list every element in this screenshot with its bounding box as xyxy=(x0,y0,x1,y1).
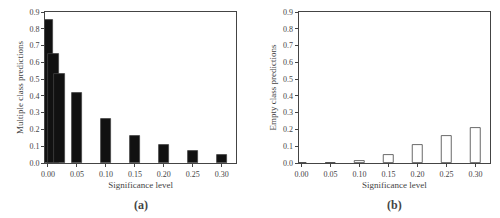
svg-text:0.05: 0.05 xyxy=(70,170,84,179)
svg-text:0.8: 0.8 xyxy=(29,25,39,34)
svg-text:0.6: 0.6 xyxy=(29,58,39,67)
svg-text:0.25: 0.25 xyxy=(186,170,200,179)
svg-text:0.4: 0.4 xyxy=(283,92,293,101)
svg-text:0.1: 0.1 xyxy=(283,142,293,151)
svg-text:0.8: 0.8 xyxy=(283,25,293,34)
svg-text:0.5: 0.5 xyxy=(283,75,293,84)
svg-text:0.10: 0.10 xyxy=(353,170,367,179)
svg-text:0.5: 0.5 xyxy=(29,75,39,84)
svg-text:0.6: 0.6 xyxy=(283,58,293,67)
svg-text:0.30: 0.30 xyxy=(215,170,229,179)
svg-text:0.25: 0.25 xyxy=(440,170,454,179)
svg-text:(b): (b) xyxy=(387,198,402,212)
svg-text:0.00: 0.00 xyxy=(295,170,309,179)
svg-text:0.9: 0.9 xyxy=(283,8,293,17)
svg-text:0.0: 0.0 xyxy=(283,159,293,168)
svg-text:0.05: 0.05 xyxy=(324,170,338,179)
svg-text:Multiple class predictions: Multiple class predictions xyxy=(15,41,25,134)
svg-text:0.4: 0.4 xyxy=(29,92,39,101)
svg-text:Significance level: Significance level xyxy=(362,180,427,190)
svg-text:0.3: 0.3 xyxy=(29,108,39,117)
svg-text:0.20: 0.20 xyxy=(411,170,425,179)
svg-text:0.10: 0.10 xyxy=(99,170,113,179)
svg-text:0.7: 0.7 xyxy=(283,41,293,50)
svg-text:0.15: 0.15 xyxy=(382,170,396,179)
svg-text:0.15: 0.15 xyxy=(128,170,142,179)
svg-text:0.2: 0.2 xyxy=(29,125,39,134)
svg-text:0.0: 0.0 xyxy=(29,159,39,168)
svg-text:(a): (a) xyxy=(134,198,148,212)
svg-text:0.1: 0.1 xyxy=(29,142,39,151)
svg-text:0.00: 0.00 xyxy=(41,170,55,179)
svg-text:0.30: 0.30 xyxy=(469,170,483,179)
svg-text:0.7: 0.7 xyxy=(29,41,39,50)
svg-text:Significance level: Significance level xyxy=(108,180,173,190)
svg-text:0.20: 0.20 xyxy=(157,170,171,179)
svg-text:0.2: 0.2 xyxy=(283,125,293,134)
svg-text:0.9: 0.9 xyxy=(29,8,39,17)
svg-text:0.3: 0.3 xyxy=(283,108,293,117)
svg-text:Empty class predictions: Empty class predictions xyxy=(268,44,278,130)
